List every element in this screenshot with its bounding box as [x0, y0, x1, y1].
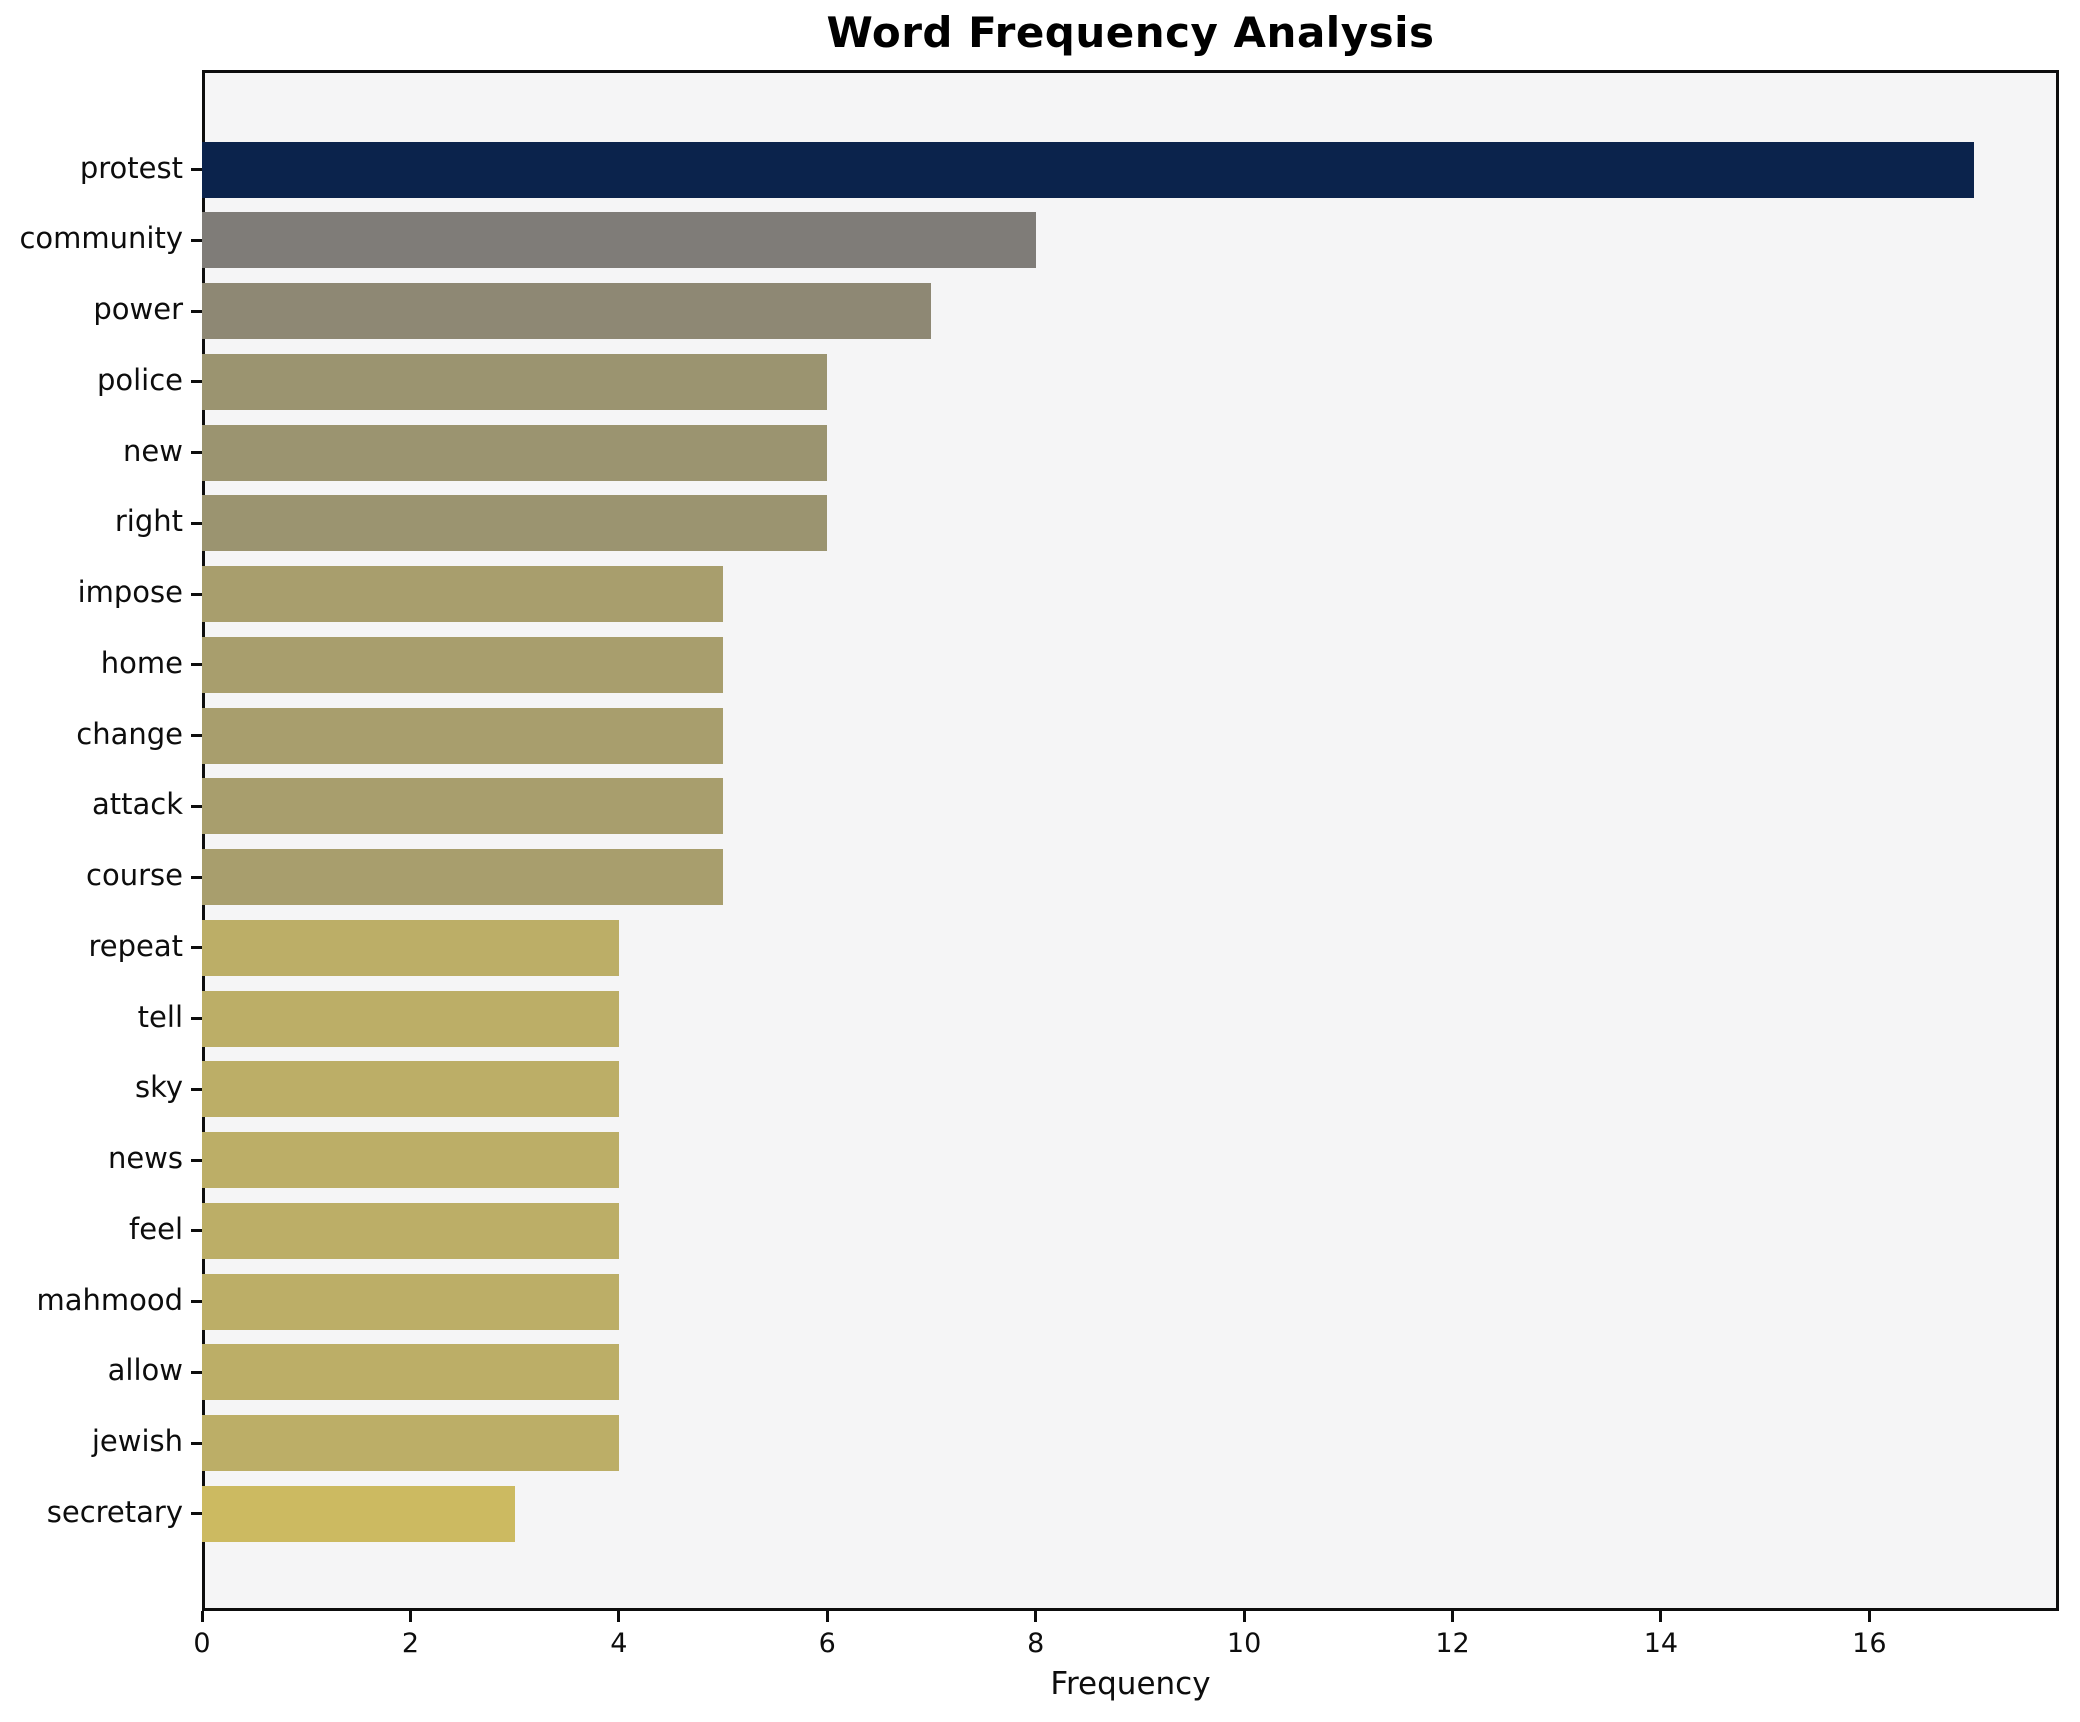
- y-label-feel: feel: [129, 1211, 183, 1246]
- x-tick-4: [617, 1611, 621, 1622]
- x-tick-label-12: 12: [1435, 1628, 1470, 1659]
- x-tick-2: [408, 1611, 412, 1622]
- bar-community: [202, 212, 1036, 269]
- y-tick-protest: [191, 168, 202, 172]
- x-tick-label-16: 16: [1852, 1628, 1887, 1659]
- bar-feel: [202, 1202, 619, 1259]
- x-tick-label-14: 14: [1643, 1628, 1679, 1659]
- bar-protest: [202, 141, 1974, 198]
- y-label-course: course: [86, 858, 183, 893]
- x-tick-16: [1867, 1611, 1871, 1622]
- y-tick-police: [191, 380, 202, 384]
- y-label-mahmood: mahmood: [36, 1282, 183, 1317]
- bar-home: [202, 636, 724, 693]
- bar-jewish: [202, 1415, 619, 1472]
- chart-title: Word Frequency Analysis: [826, 8, 1435, 57]
- y-tick-news: [191, 1158, 202, 1162]
- x-tick-14: [1659, 1611, 1663, 1622]
- y-label-repeat: repeat: [88, 928, 183, 963]
- y-label-police: police: [96, 362, 183, 397]
- x-tick-8: [1034, 1611, 1038, 1622]
- y-tick-jewish: [191, 1441, 202, 1445]
- y-tick-course: [191, 875, 202, 879]
- y-label-protest: protest: [79, 150, 183, 185]
- y-tick-impose: [191, 592, 202, 596]
- y-tick-change: [191, 734, 202, 738]
- bar-repeat: [202, 919, 619, 976]
- bar-right: [202, 495, 828, 552]
- y-tick-sky: [191, 1087, 202, 1091]
- y-label-sky: sky: [134, 1070, 183, 1105]
- y-label-impose: impose: [77, 575, 183, 610]
- y-label-allow: allow: [107, 1353, 183, 1388]
- y-label-attack: attack: [91, 787, 183, 822]
- bar-secretary: [202, 1485, 515, 1542]
- y-label-power: power: [93, 292, 183, 327]
- y-label-news: news: [107, 1141, 183, 1176]
- x-tick-label-0: 0: [193, 1628, 211, 1659]
- x-tick-12: [1451, 1611, 1454, 1622]
- x-tick-label-8: 8: [1027, 1628, 1045, 1659]
- bar-news: [202, 1132, 619, 1189]
- y-tick-power: [191, 309, 202, 313]
- x-axis-label: Frequency: [1050, 1666, 1211, 1702]
- x-tick-6: [825, 1611, 829, 1622]
- y-label-change: change: [76, 716, 183, 751]
- y-tick-allow: [191, 1370, 202, 1374]
- x-tick-label-4: 4: [610, 1628, 628, 1659]
- bar-change: [202, 707, 724, 764]
- x-tick-label-6: 6: [818, 1628, 836, 1659]
- bar-attack: [202, 778, 724, 835]
- bar-police: [202, 353, 828, 410]
- y-label-new: new: [123, 433, 183, 468]
- bar-allow: [202, 1344, 619, 1401]
- bar-course: [202, 849, 724, 906]
- y-tick-right: [191, 521, 202, 525]
- bar-tell: [202, 990, 619, 1047]
- bar-power: [202, 283, 932, 340]
- y-tick-community: [191, 238, 202, 242]
- bar-impose: [202, 566, 724, 623]
- y-label-community: community: [19, 221, 183, 256]
- x-tick-label-2: 2: [401, 1628, 419, 1659]
- y-label-secretary: secretary: [46, 1494, 183, 1529]
- y-tick-secretary: [191, 1512, 202, 1516]
- y-label-jewish: jewish: [91, 1424, 183, 1459]
- y-label-tell: tell: [137, 999, 183, 1034]
- x-tick-0: [200, 1611, 204, 1622]
- y-tick-new: [191, 451, 202, 455]
- y-label-home: home: [100, 645, 183, 680]
- x-tick-10: [1242, 1611, 1246, 1622]
- y-tick-attack: [191, 804, 202, 808]
- bar-new: [202, 424, 828, 481]
- y-tick-mahmood: [191, 1300, 202, 1304]
- y-tick-repeat: [191, 946, 202, 950]
- y-tick-tell: [191, 1017, 202, 1021]
- bar-mahmood: [202, 1273, 619, 1330]
- bar-sky: [202, 1061, 619, 1118]
- y-label-right: right: [114, 504, 183, 539]
- y-tick-home: [191, 663, 202, 667]
- y-tick-feel: [191, 1229, 202, 1233]
- x-tick-label-10: 10: [1226, 1628, 1262, 1659]
